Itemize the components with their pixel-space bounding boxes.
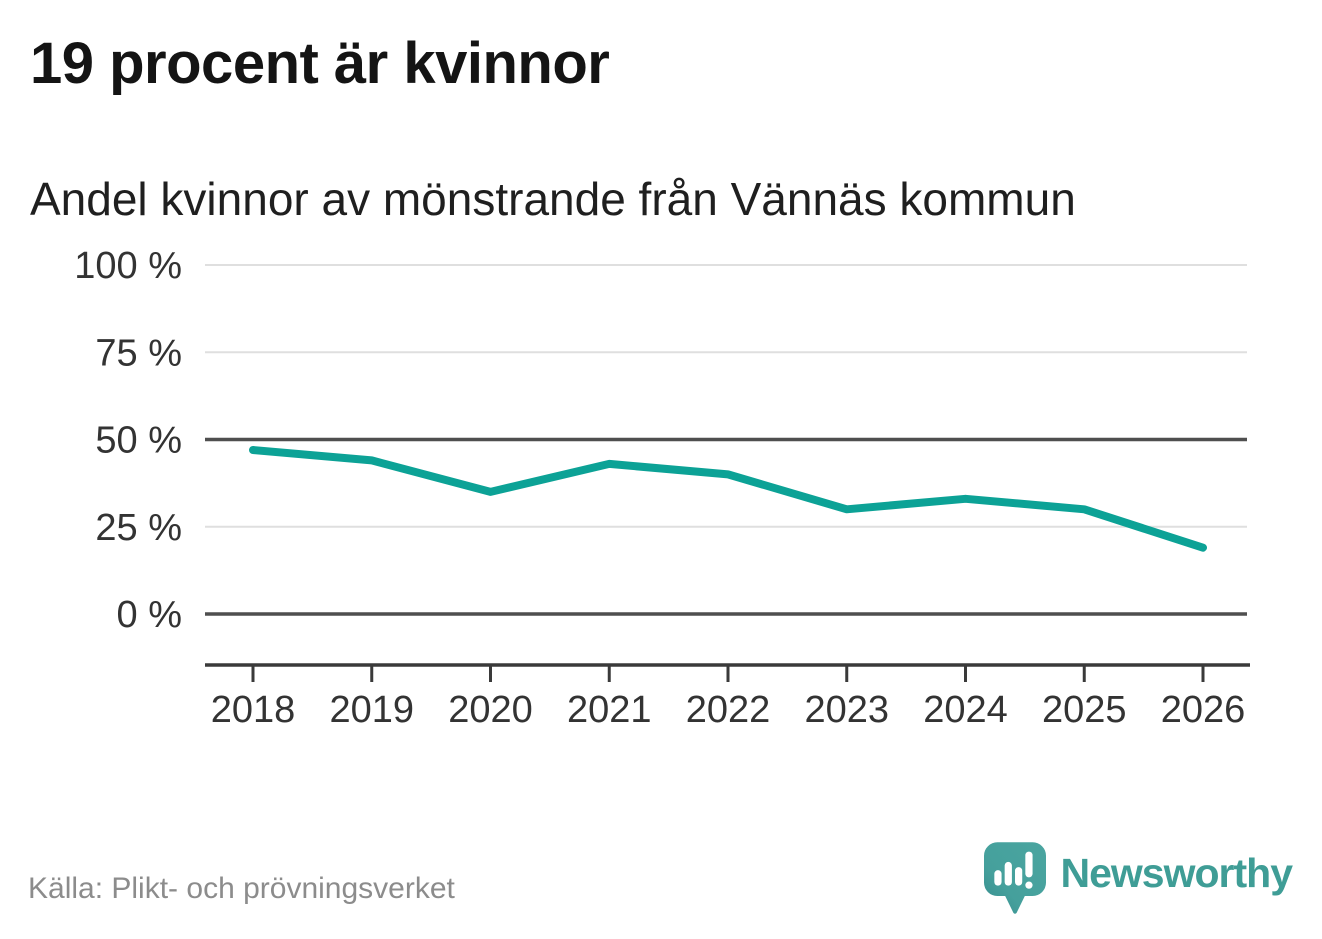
y-axis-tick-label: 0 % bbox=[117, 594, 182, 636]
newsworthy-wordmark: Newsworthy bbox=[1060, 850, 1293, 896]
x-axis-tick-label: 2024 bbox=[923, 689, 1008, 731]
y-axis-tick-label: 25 % bbox=[95, 507, 182, 549]
x-axis-tick-label: 2026 bbox=[1161, 689, 1246, 731]
x-axis-tick-label: 2022 bbox=[686, 689, 771, 731]
newsworthy-logo: Newsworthy bbox=[983, 842, 1293, 919]
exclamation-glyph bbox=[1024, 851, 1033, 889]
data-line-andel-kvinnor-av-m-nstrande bbox=[249, 446, 1207, 552]
x-axis-tick-label: 2023 bbox=[804, 689, 889, 731]
x-axis-tick-label: 2021 bbox=[567, 689, 652, 731]
bar-chart-glyph bbox=[993, 861, 1022, 886]
chart-footer: Källa: Plikt- och prövningsverket bbox=[0, 842, 1322, 932]
chart-subtitle: Andel kvinnor av mönstrande från Vännäs … bbox=[30, 173, 1076, 225]
y-axis-tick-label: 75 % bbox=[95, 332, 182, 374]
y-axis-tick-label: 50 % bbox=[95, 420, 182, 462]
x-axis-tick-label: 2025 bbox=[1042, 689, 1127, 731]
newsworthy-logo-icon bbox=[983, 842, 1046, 914]
source-note: Källa: Plikt- och prövningsverket bbox=[28, 872, 455, 905]
page-title: 19 procent är kvinnor bbox=[30, 31, 610, 96]
y-axis-tick-label: 100 % bbox=[74, 245, 182, 287]
x-axis-tick-label: 2020 bbox=[448, 689, 533, 731]
x-axis-tick-label: 2018 bbox=[211, 689, 296, 731]
x-axis-tick-label: 2019 bbox=[329, 689, 414, 731]
